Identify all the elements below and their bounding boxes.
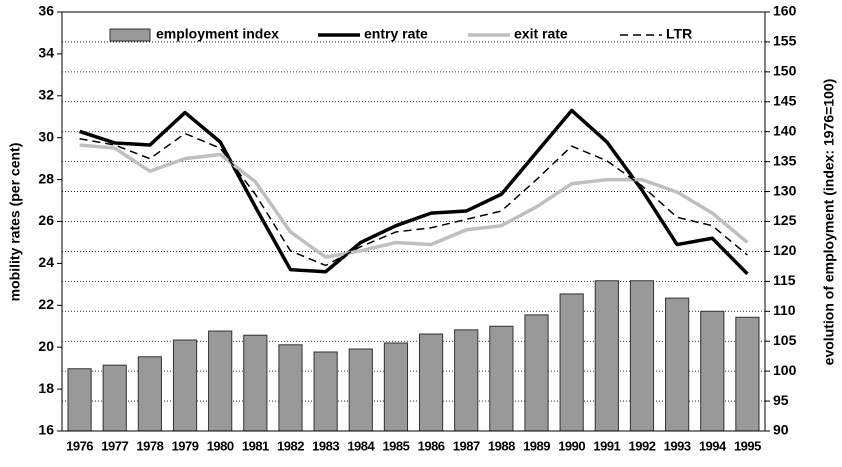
x-tick-label: 1979 xyxy=(172,438,199,453)
y-tick-label: 36 xyxy=(38,3,54,19)
line-series xyxy=(79,143,749,259)
bar xyxy=(559,293,584,432)
x-tick-label: 1993 xyxy=(664,438,691,453)
y2-tick-label: 125 xyxy=(773,212,797,228)
x-tick-label: 1987 xyxy=(453,438,480,453)
y-axis-title: mobility rates (per cent) xyxy=(7,143,23,302)
bar xyxy=(67,368,92,432)
y2-tick-label: 90 xyxy=(773,422,789,438)
y2-tick-label: 160 xyxy=(773,3,797,19)
bar xyxy=(348,348,373,432)
y-tick-label: 30 xyxy=(38,128,54,144)
y2-tick-label: 145 xyxy=(773,92,797,108)
line-series xyxy=(79,108,749,276)
x-tick-label: 1990 xyxy=(558,438,585,453)
bar xyxy=(313,351,338,432)
bar xyxy=(278,344,303,432)
bar xyxy=(137,356,162,432)
y2-tick-label: 100 xyxy=(773,362,797,378)
y-tick-label: 22 xyxy=(38,296,54,312)
y-tick-label: 32 xyxy=(38,87,54,103)
y-tick-label: 28 xyxy=(38,170,54,186)
y2-tick-label: 110 xyxy=(773,302,796,318)
y-tick-label: 18 xyxy=(38,380,54,396)
y2-tick-label: 120 xyxy=(773,242,797,258)
line-series xyxy=(79,132,748,267)
x-tick-label: 1989 xyxy=(523,438,550,453)
bar xyxy=(700,310,725,432)
bar xyxy=(383,342,409,432)
x-tick-label: 1978 xyxy=(136,438,163,453)
x-tick-label: 1982 xyxy=(277,438,304,453)
x-tick-label: 1988 xyxy=(488,438,515,453)
y2-tick-label: 95 xyxy=(773,392,789,408)
bar xyxy=(172,339,198,432)
bar xyxy=(102,364,127,432)
legend-label: LTR xyxy=(666,26,692,42)
bar xyxy=(524,314,549,432)
x-tick-label: 1984 xyxy=(347,438,375,453)
y2-axis-title: evolution of employment (index: 1976=100… xyxy=(821,79,837,366)
y2-tick-label: 135 xyxy=(773,152,797,168)
y2-tick-label: 115 xyxy=(773,272,796,288)
y-tick-label: 20 xyxy=(38,338,54,354)
x-tick-label: 1981 xyxy=(242,438,269,453)
x-tick-label: 1986 xyxy=(418,438,445,453)
bar xyxy=(665,297,690,432)
x-tick-label: 1985 xyxy=(382,438,409,453)
x-tick-label: 1994 xyxy=(699,438,727,453)
y-tick-label: 24 xyxy=(38,254,54,270)
y2-tick-label: 130 xyxy=(773,182,797,198)
x-tick-label: 1976 xyxy=(66,438,93,453)
y-tick-label: 16 xyxy=(38,422,54,438)
bar xyxy=(208,330,233,432)
bar xyxy=(418,333,444,432)
bar xyxy=(735,316,760,432)
y2-tick-label: 155 xyxy=(773,33,797,49)
x-tick-label: 1995 xyxy=(734,438,761,453)
y-tick-label: 34 xyxy=(38,45,54,61)
y-tick-label: 26 xyxy=(38,212,54,228)
bar xyxy=(629,280,655,432)
bar xyxy=(243,334,268,432)
x-tick-label: 1977 xyxy=(101,438,128,453)
legend-label: exit rate xyxy=(514,26,568,42)
legend-swatch xyxy=(109,28,151,42)
x-tick-label: 1980 xyxy=(207,438,234,453)
x-tick-label: 1991 xyxy=(593,438,620,453)
y2-tick-label: 140 xyxy=(773,122,797,138)
x-tick-label: 1983 xyxy=(312,438,339,453)
y2-tick-label: 150 xyxy=(773,63,797,79)
legend-label: employment index xyxy=(156,26,279,42)
bar xyxy=(489,325,514,432)
legend-label: entry rate xyxy=(364,26,428,42)
y2-tick-label: 105 xyxy=(773,332,797,348)
x-tick-label: 1992 xyxy=(629,438,656,453)
bar xyxy=(594,280,619,432)
bar xyxy=(454,329,479,432)
